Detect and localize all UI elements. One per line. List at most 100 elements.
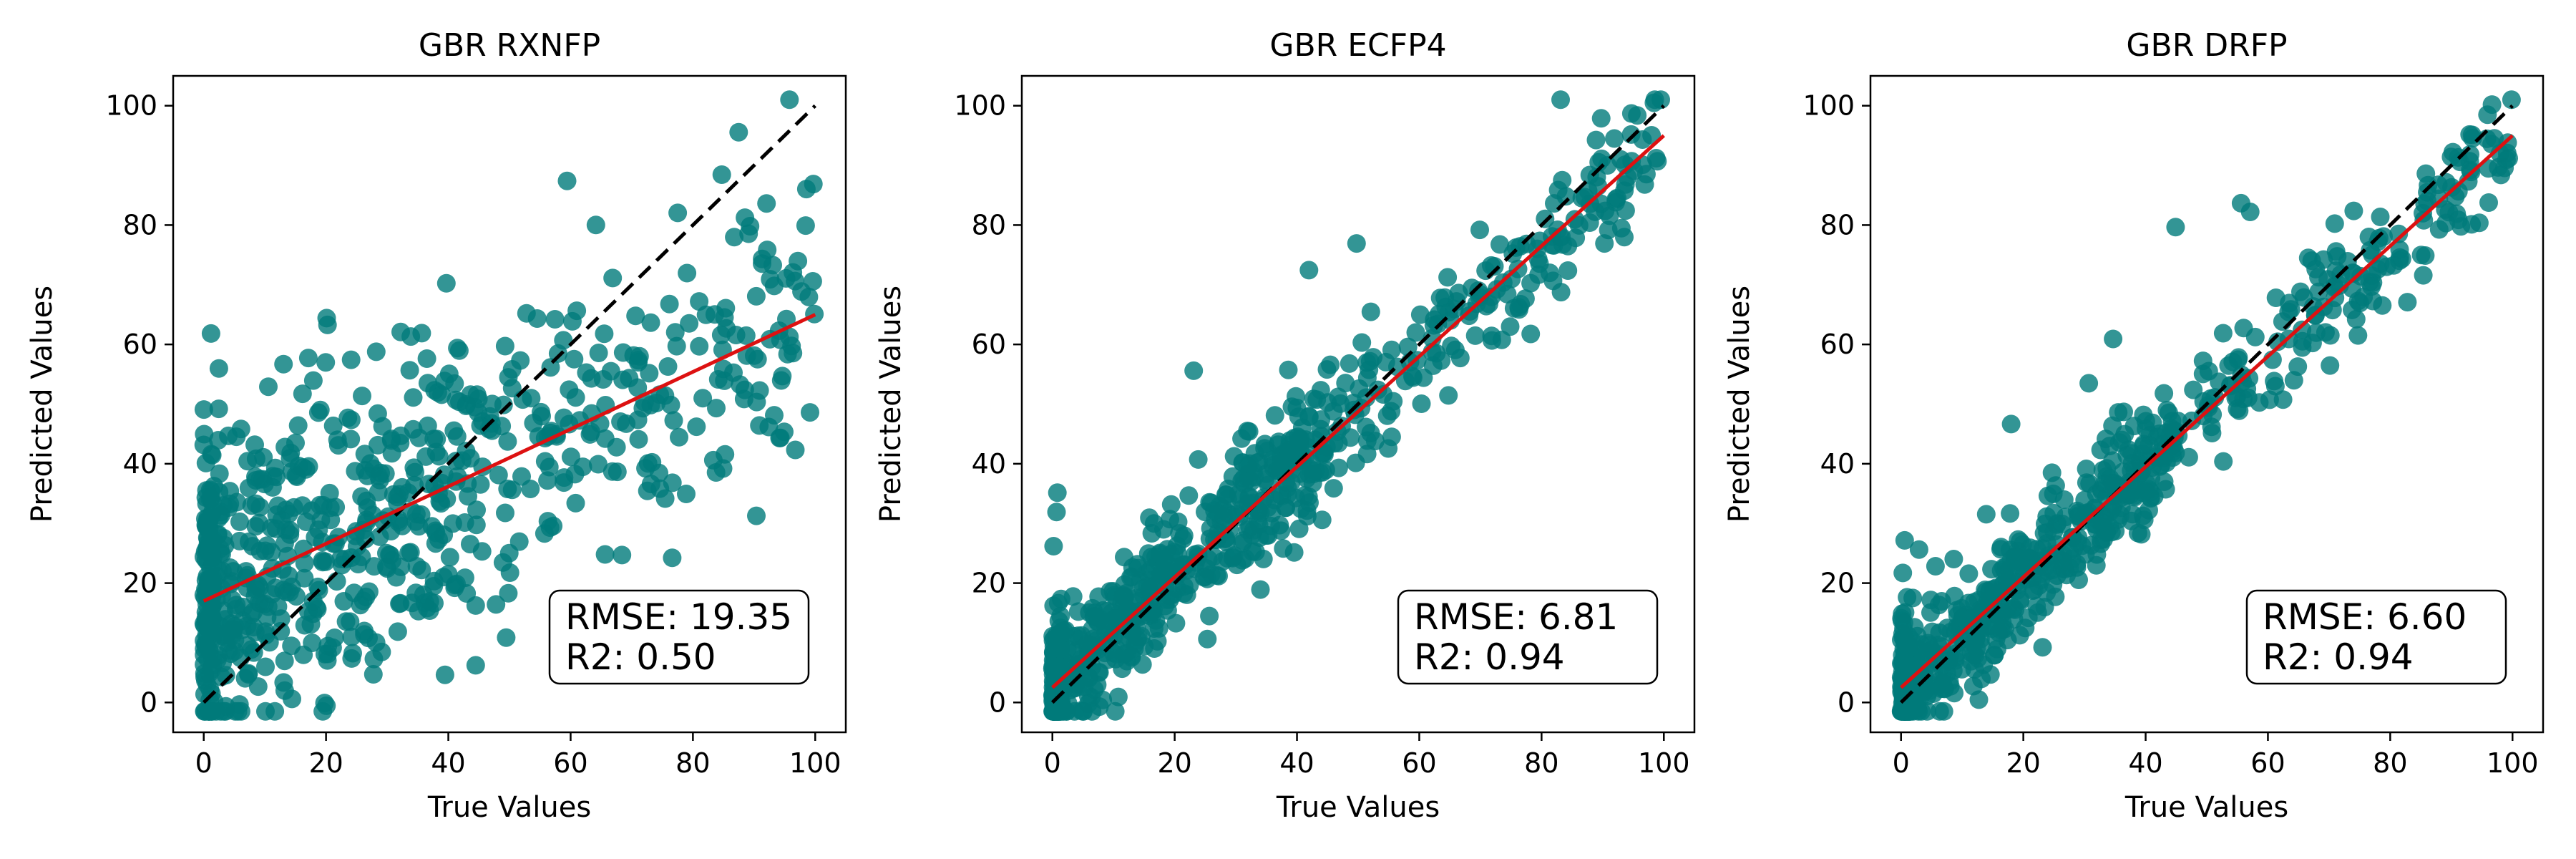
data-point [256,657,275,676]
data-point [429,447,449,466]
data-point [1969,690,1989,709]
data-point [308,403,328,422]
data-point [538,512,557,531]
data-point [1115,575,1134,594]
data-point [1352,333,1372,352]
data-point [2231,193,2250,213]
data-point [680,314,699,333]
data-point [1265,406,1284,425]
data-point [2137,419,2156,439]
data-point [2133,506,2152,525]
data-point [215,535,235,555]
data-point [665,323,685,342]
data-point [2348,326,2368,345]
data-point [1430,288,1450,308]
data-point [522,389,541,408]
data-point [194,547,213,566]
data-point [210,464,229,483]
data-point [2214,452,2233,471]
data-point [2398,293,2417,312]
data-point [2368,260,2388,279]
data-point [2009,530,2028,549]
data-point [2122,454,2142,473]
data-point [670,427,688,447]
data-point [1336,374,1355,393]
data-point [230,512,249,531]
data-point [245,623,265,641]
data-point [1048,631,1067,651]
data-point [764,276,784,296]
data-point [209,359,228,378]
x-tick-label: 100 [2487,747,2539,779]
data-point [402,593,421,613]
data-point [265,702,285,721]
data-point [1491,235,1509,254]
data-point [517,304,536,323]
data-point [199,572,218,591]
x-tick-label: 40 [431,747,465,779]
data-point [293,384,312,404]
data-point [1944,550,1963,568]
data-point [2155,384,2174,403]
data-point [2033,638,2052,657]
data-point [2411,246,2431,265]
data-point [342,649,361,668]
data-point [286,433,305,452]
data-point [2293,331,2312,351]
data-point [1438,268,1458,287]
data-point [1251,580,1270,599]
data-point [789,251,808,271]
data-point [457,442,476,461]
data-point [655,489,675,508]
data-point [316,353,336,372]
data-point [581,422,600,442]
data-point [677,485,696,503]
data-point [1063,587,1083,606]
data-point [729,122,748,142]
data-point [1200,606,1219,626]
data-point [401,543,420,562]
data-point [1966,629,1986,649]
data-point [1516,289,1535,309]
data-point [780,90,799,110]
data-point [2323,301,2342,320]
data-point [1909,540,1928,559]
data-point [626,306,645,326]
data-point [1536,209,1555,228]
data-point [1591,194,1611,213]
y-tick-label: 80 [1820,209,1855,241]
data-point [1048,483,1067,503]
data-point [747,506,766,525]
data-point [1279,360,1298,379]
data-point [1179,486,1199,505]
data-point [341,612,360,631]
data-point [406,462,424,482]
data-point [2502,90,2521,110]
data-point [706,463,726,482]
data-point [194,400,213,419]
data-point [440,548,459,567]
data-point [1267,461,1287,480]
data-point [1093,690,1113,709]
chart-title: GBR ECFP4 [1269,27,1446,64]
data-point [331,549,350,568]
data-point [1125,639,1144,658]
data-point [2011,592,2029,611]
data-point [197,518,216,537]
data-point [565,349,584,369]
data-point [2234,319,2253,338]
data-point [1968,649,1988,668]
data-point [1976,505,1996,524]
data-point [388,622,407,641]
data-point [1587,168,1606,187]
r2-text: R2: 0.94 [2263,636,2414,678]
data-point [1465,326,1485,345]
data-point [541,358,560,377]
data-point [748,349,767,369]
data-point [2091,440,2110,460]
data-point [1934,702,1953,721]
data-point [502,480,522,500]
data-point [1543,271,1563,291]
data-point [633,399,653,418]
data-point [369,467,389,486]
